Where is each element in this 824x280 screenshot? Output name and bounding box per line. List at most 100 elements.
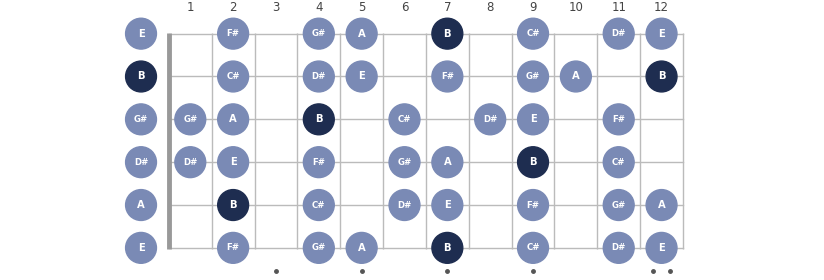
Text: A: A — [229, 114, 237, 124]
Circle shape — [517, 147, 549, 178]
Circle shape — [432, 232, 463, 263]
Text: 1: 1 — [186, 1, 194, 15]
Text: E: E — [444, 200, 451, 210]
Text: G#: G# — [311, 243, 326, 252]
Text: A: A — [358, 29, 366, 39]
Circle shape — [646, 190, 677, 220]
Circle shape — [175, 104, 206, 135]
Circle shape — [560, 61, 592, 92]
Circle shape — [303, 61, 335, 92]
Text: E: E — [530, 114, 536, 124]
Circle shape — [517, 104, 549, 135]
Text: A: A — [443, 157, 452, 167]
Circle shape — [432, 61, 463, 92]
Text: C#: C# — [527, 243, 540, 252]
Text: E: E — [138, 243, 144, 253]
Text: D#: D# — [311, 72, 326, 81]
Circle shape — [303, 147, 335, 178]
Text: 12: 12 — [654, 1, 669, 15]
Circle shape — [603, 190, 634, 220]
Circle shape — [517, 190, 549, 220]
Text: C#: C# — [312, 200, 325, 209]
Text: G#: G# — [311, 29, 326, 38]
Text: G#: G# — [183, 115, 198, 124]
Text: G#: G# — [526, 72, 541, 81]
Text: F#: F# — [227, 29, 240, 38]
Text: 3: 3 — [272, 1, 279, 15]
Text: G#: G# — [397, 158, 412, 167]
Circle shape — [646, 232, 677, 263]
Text: D#: D# — [133, 158, 148, 167]
Circle shape — [432, 190, 463, 220]
Circle shape — [475, 104, 506, 135]
Text: D#: D# — [183, 158, 198, 167]
Circle shape — [389, 190, 420, 220]
Circle shape — [125, 232, 157, 263]
Text: A: A — [137, 200, 145, 210]
Circle shape — [218, 61, 249, 92]
Circle shape — [303, 190, 335, 220]
Circle shape — [603, 18, 634, 49]
Text: B: B — [315, 114, 322, 124]
Text: E: E — [358, 71, 365, 81]
Circle shape — [517, 61, 549, 92]
Text: 2: 2 — [229, 1, 236, 15]
Text: D#: D# — [611, 29, 626, 38]
Text: 8: 8 — [486, 1, 494, 15]
Circle shape — [517, 18, 549, 49]
Circle shape — [218, 104, 249, 135]
Text: 11: 11 — [611, 1, 626, 15]
Text: B: B — [443, 243, 451, 253]
Text: F#: F# — [527, 200, 540, 209]
Circle shape — [125, 61, 157, 92]
Circle shape — [125, 18, 157, 49]
Text: E: E — [658, 29, 665, 39]
Text: F#: F# — [612, 115, 625, 124]
Text: C#: C# — [227, 72, 240, 81]
Circle shape — [432, 147, 463, 178]
Circle shape — [432, 18, 463, 49]
Text: C#: C# — [612, 158, 625, 167]
Circle shape — [346, 18, 377, 49]
Circle shape — [603, 232, 634, 263]
Text: B: B — [658, 71, 665, 81]
Text: B: B — [138, 71, 145, 81]
Circle shape — [175, 147, 206, 178]
Text: 9: 9 — [529, 1, 536, 15]
Circle shape — [125, 104, 157, 135]
Circle shape — [218, 18, 249, 49]
Circle shape — [303, 18, 335, 49]
Circle shape — [389, 147, 420, 178]
Text: 5: 5 — [358, 1, 365, 15]
Text: F#: F# — [227, 243, 240, 252]
Text: E: E — [658, 243, 665, 253]
Circle shape — [603, 147, 634, 178]
Text: 6: 6 — [400, 1, 408, 15]
Circle shape — [303, 104, 335, 135]
Text: B: B — [443, 29, 451, 39]
Circle shape — [218, 190, 249, 220]
Text: 10: 10 — [569, 1, 583, 15]
Text: F#: F# — [312, 158, 325, 167]
Text: C#: C# — [398, 115, 411, 124]
Circle shape — [646, 61, 677, 92]
Text: G#: G# — [133, 115, 148, 124]
Circle shape — [125, 147, 157, 178]
Circle shape — [389, 104, 420, 135]
Circle shape — [303, 232, 335, 263]
Text: G#: G# — [611, 200, 626, 209]
Circle shape — [517, 232, 549, 263]
Text: D#: D# — [397, 200, 412, 209]
Text: F#: F# — [441, 72, 454, 81]
Text: B: B — [229, 200, 236, 210]
Circle shape — [346, 61, 377, 92]
Text: A: A — [572, 71, 580, 81]
Text: 7: 7 — [443, 1, 451, 15]
Circle shape — [646, 18, 677, 49]
Text: A: A — [358, 243, 366, 253]
Circle shape — [218, 232, 249, 263]
Text: E: E — [138, 29, 144, 39]
Circle shape — [218, 147, 249, 178]
Circle shape — [125, 190, 157, 220]
Text: B: B — [529, 157, 536, 167]
